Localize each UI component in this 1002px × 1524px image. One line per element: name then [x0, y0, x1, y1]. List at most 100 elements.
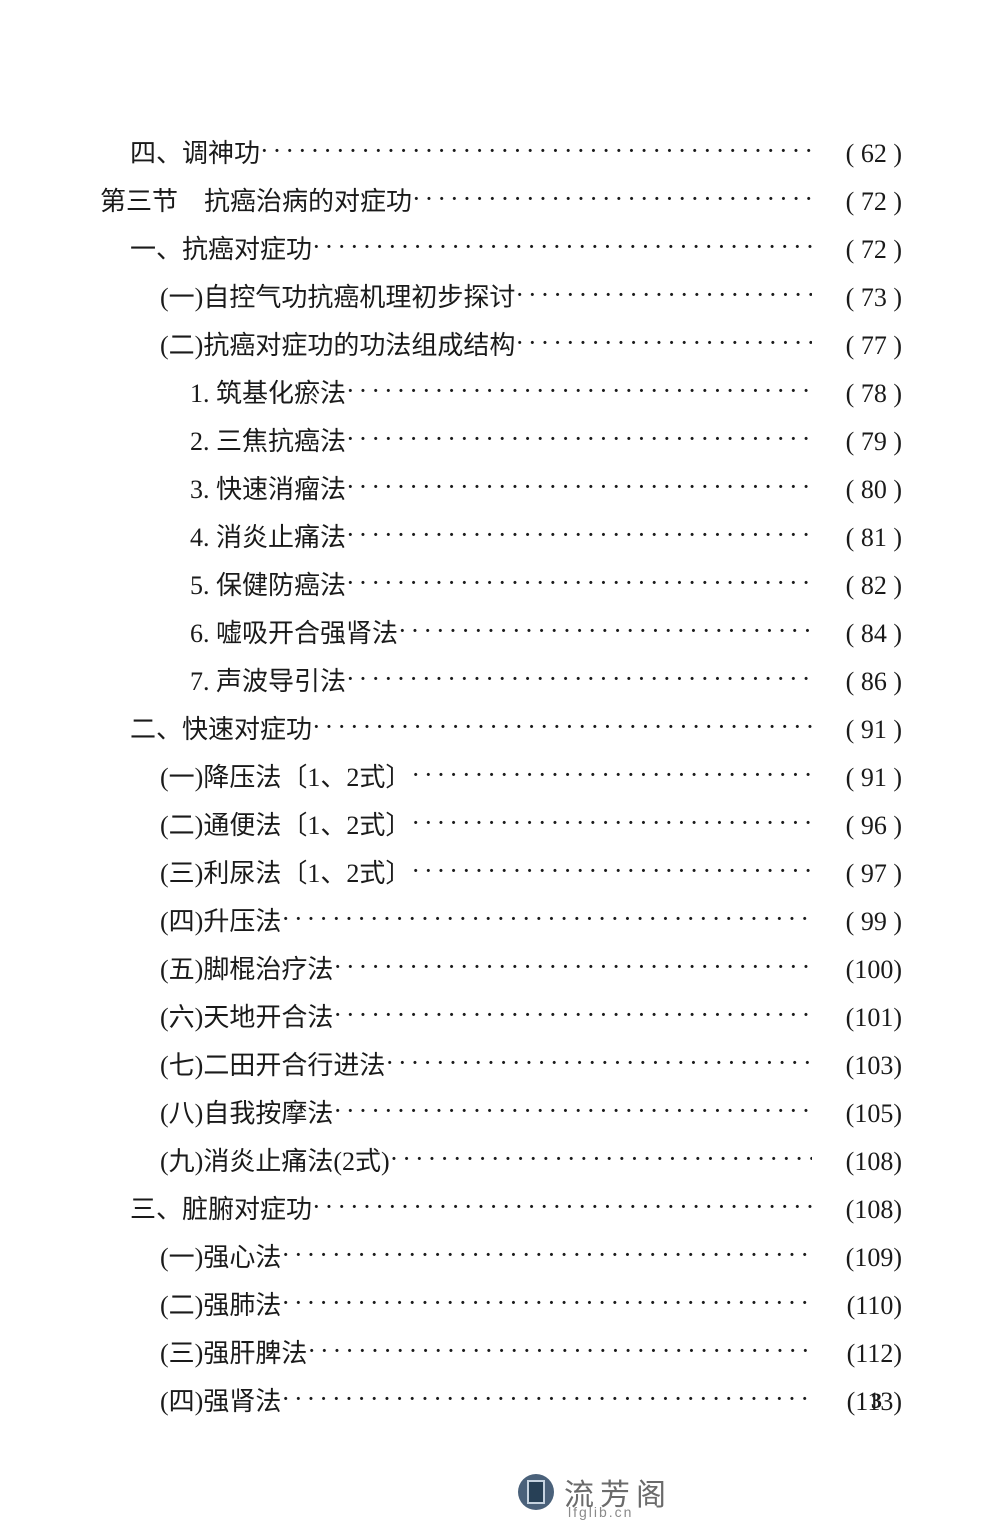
toc-row: 2. 三焦抗癌法 ( 79 ): [100, 418, 902, 466]
toc-label: (一)强心法: [160, 1234, 281, 1282]
toc-leader-dots: [390, 1135, 812, 1183]
toc-leader-dots: [260, 127, 812, 175]
toc-label: (三)强肝脾法: [160, 1330, 307, 1378]
toc-page: ( 62 ): [812, 130, 902, 178]
toc-row: (一)强心法 (109): [100, 1234, 902, 1282]
toc-label: (一)降压法〔1、2式〕: [160, 754, 411, 802]
toc-label: 第三节 抗癌治病的对症功: [100, 178, 412, 226]
page-number: 3: [871, 1388, 882, 1414]
toc-label: (六)天地开合法: [160, 994, 333, 1042]
toc-row: (四)升压法 ( 99 ): [100, 898, 902, 946]
toc-page: ( 79 ): [812, 418, 902, 466]
toc-row: 3. 快速消瘤法 ( 80 ): [100, 466, 902, 514]
toc-label: (一)自控气功抗癌机理初步探讨: [160, 274, 515, 322]
watermark-url: lfglib.cn: [568, 1504, 633, 1520]
toc-row: 四、调神功 ( 62 ): [100, 130, 902, 178]
toc-page: ( 73 ): [812, 274, 902, 322]
toc-leader-dots: [281, 895, 812, 943]
toc-row: 1. 筑基化瘀法 ( 78 ): [100, 370, 902, 418]
toc-leader-dots: [515, 319, 812, 367]
toc-leader-dots: [515, 271, 812, 319]
toc-row: (六)天地开合法 (101): [100, 994, 902, 1042]
toc-page: ( 81 ): [812, 514, 902, 562]
toc-leader-dots: [346, 559, 812, 607]
toc-page: ( 97 ): [812, 850, 902, 898]
watermark: 流芳阁 lfglib.cn: [518, 1470, 672, 1514]
toc-label: (四)升压法: [160, 898, 281, 946]
toc-leader-dots: [385, 1039, 812, 1087]
toc-row: (二)抗癌对症功的功法组成结构 ( 77 ): [100, 322, 902, 370]
toc-label: 6. 嘘吸开合强肾法: [190, 610, 398, 658]
toc-row: 7. 声波导引法 ( 86 ): [100, 658, 902, 706]
toc-row: (二)通便法〔1、2式〕( 96 ): [100, 802, 902, 850]
toc-label: (九)消炎止痛法(2式): [160, 1138, 390, 1186]
toc-row: 4. 消炎止痛法 ( 81 ): [100, 514, 902, 562]
toc-row: (一)降压法〔1、2式〕( 91 ): [100, 754, 902, 802]
toc-leader-dots: [346, 415, 812, 463]
toc-label: (二)强肺法: [160, 1282, 281, 1330]
toc-leader-dots: [411, 751, 812, 799]
book-icon: [518, 1474, 554, 1510]
toc-leader-dots: [346, 367, 812, 415]
toc-leader-dots: [333, 991, 812, 1039]
toc-label: (八)自我按摩法: [160, 1090, 333, 1138]
toc-row: (七)二田开合行进法 (103): [100, 1042, 902, 1090]
toc-page: (109): [812, 1234, 902, 1282]
table-of-contents: 四、调神功 ( 62 )第三节 抗癌治病的对症功( 72 )一、抗癌对症功 ( 72…: [100, 130, 902, 1426]
toc-row: (三)利尿法〔1、2式〕 ( 97 ): [100, 850, 902, 898]
toc-leader-dots: [333, 1087, 812, 1135]
toc-page: ( 72 ): [812, 226, 902, 274]
toc-leader-dots: [312, 223, 812, 271]
toc-page: ( 77 ): [812, 322, 902, 370]
toc-label: 4. 消炎止痛法: [190, 514, 346, 562]
toc-row: (八)自我按摩法 (105): [100, 1090, 902, 1138]
toc-label: 四、调神功: [130, 130, 260, 178]
toc-leader-dots: [346, 655, 812, 703]
toc-page: (108): [812, 1138, 902, 1186]
toc-leader-dots: [411, 799, 812, 847]
toc-label: (七)二田开合行进法: [160, 1042, 385, 1090]
toc-label: 1. 筑基化瘀法: [190, 370, 346, 418]
toc-label: (五)脚棍治疗法: [160, 946, 333, 994]
toc-label: 7. 声波导引法: [190, 658, 346, 706]
toc-page: ( 91 ): [812, 706, 902, 754]
toc-label: (三)利尿法〔1、2式〕: [160, 850, 411, 898]
toc-label: 3. 快速消瘤法: [190, 466, 346, 514]
toc-page: (108): [812, 1186, 902, 1234]
page: 四、调神功 ( 62 )第三节 抗癌治病的对症功( 72 )一、抗癌对症功 ( 72…: [0, 0, 1002, 1524]
toc-row: (二)强肺法(110): [100, 1282, 902, 1330]
toc-page: (100): [812, 946, 902, 994]
toc-row: 二、快速对症功 ( 91 ): [100, 706, 902, 754]
toc-leader-dots: [346, 463, 812, 511]
toc-row: (一)自控气功抗癌机理初步探讨 ( 73 ): [100, 274, 902, 322]
toc-row: 6. 嘘吸开合强肾法( 84 ): [100, 610, 902, 658]
toc-page: ( 80 ): [812, 466, 902, 514]
toc-row: (三)强肝脾法 (112): [100, 1330, 902, 1378]
toc-page: (112): [812, 1330, 902, 1378]
toc-row: 第三节 抗癌治病的对症功( 72 ): [100, 178, 902, 226]
toc-row: (五)脚棍治疗法 (100): [100, 946, 902, 994]
toc-page: (105): [812, 1090, 902, 1138]
toc-page: ( 96 ): [812, 802, 902, 850]
toc-page: (103): [812, 1042, 902, 1090]
toc-leader-dots: [281, 1279, 812, 1327]
toc-page: ( 86 ): [812, 658, 902, 706]
toc-label: 2. 三焦抗癌法: [190, 418, 346, 466]
toc-leader-dots: [398, 607, 812, 655]
toc-page: ( 78 ): [812, 370, 902, 418]
toc-page: ( 82 ): [812, 562, 902, 610]
toc-leader-dots: [312, 703, 812, 751]
toc-row: 一、抗癌对症功 ( 72 ): [100, 226, 902, 274]
toc-leader-dots: [333, 943, 812, 991]
toc-leader-dots: [281, 1231, 812, 1279]
toc-page: ( 99 ): [812, 898, 902, 946]
toc-row: (四)强肾法(113): [100, 1378, 902, 1426]
toc-leader-dots: [411, 847, 812, 895]
toc-label: 一、抗癌对症功: [130, 226, 312, 274]
toc-label: (二)抗癌对症功的功法组成结构: [160, 322, 515, 370]
toc-page: (101): [812, 994, 902, 1042]
toc-label: 二、快速对症功: [130, 706, 312, 754]
toc-leader-dots: [307, 1327, 812, 1375]
toc-row: (九)消炎止痛法(2式) (108): [100, 1138, 902, 1186]
toc-leader-dots: [412, 175, 812, 223]
